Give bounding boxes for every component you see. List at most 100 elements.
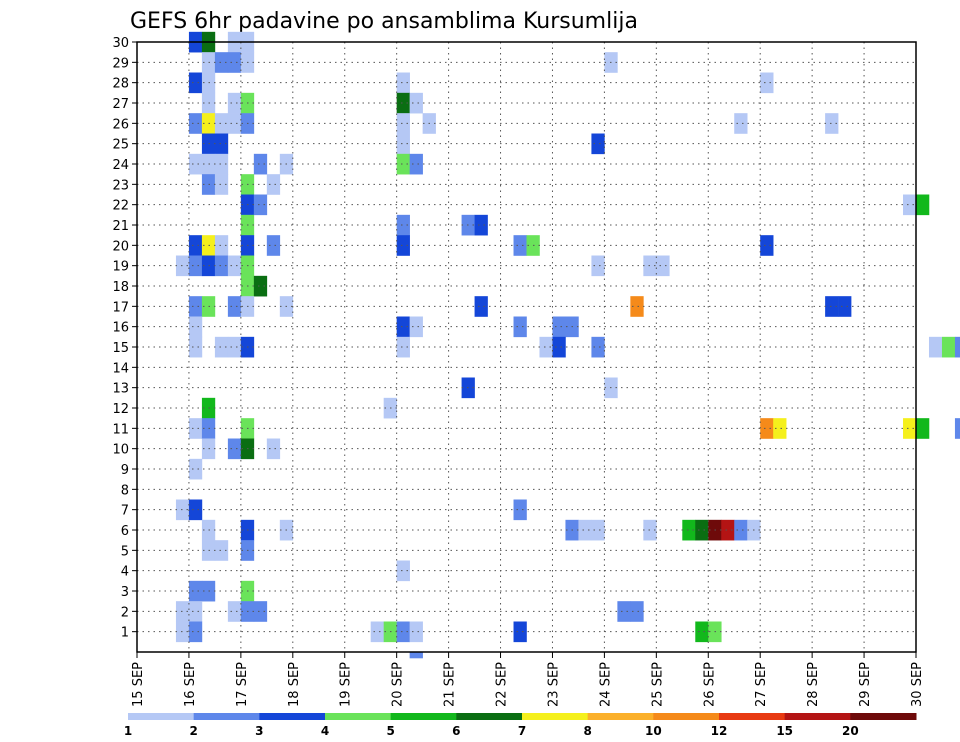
heatmap-cell — [396, 316, 410, 338]
x-tick-label: 26 SEP — [702, 662, 717, 707]
legend-label: 3 — [255, 724, 263, 738]
heatmap-cell — [552, 316, 566, 338]
legend-swatch — [719, 713, 786, 720]
heatmap-cell — [370, 621, 384, 643]
y-tick-label: 14 — [112, 361, 129, 376]
heatmap-cell — [903, 194, 917, 216]
heatmap-cell — [396, 235, 410, 256]
heatmap-cell — [513, 621, 527, 643]
heatmap-cell — [214, 174, 229, 195]
heatmap-cell — [227, 255, 242, 277]
heatmap-cell — [903, 418, 917, 439]
legend-label: 6 — [452, 724, 460, 738]
y-tick-label: 1 — [121, 626, 129, 641]
x-tick-label: 16 SEP — [183, 662, 198, 707]
y-tick-label: 15 — [112, 341, 129, 356]
legend-swatch — [653, 713, 720, 720]
legend-swatch — [850, 713, 917, 720]
heatmap-cell — [214, 255, 229, 277]
heatmap-cell — [188, 255, 203, 277]
heatmap-cell — [617, 601, 631, 622]
heatmap-cell — [188, 296, 203, 317]
legend-label: 2 — [189, 724, 197, 738]
legend-label: 10 — [645, 724, 662, 738]
heatmap-cell — [409, 621, 423, 643]
x-tick-label: 19 SEP — [339, 662, 354, 707]
heatmap-cell — [214, 133, 229, 155]
y-axis: 1234567891011121314151617181920212223242… — [112, 36, 137, 641]
x-tick-label: 18 SEP — [287, 662, 302, 707]
heatmap-cell — [396, 621, 410, 643]
x-tick-label: 24 SEP — [598, 662, 613, 707]
y-tick-label: 23 — [112, 178, 129, 193]
heatmap-cell — [188, 580, 203, 602]
heatmap-cells — [175, 31, 960, 659]
heatmap-cell — [175, 499, 190, 521]
heatmap-cell — [175, 621, 190, 643]
heatmap-cell — [227, 113, 242, 134]
legend-swatch — [522, 713, 589, 720]
x-axis: 15 SEP 16 SEP 17 SEP 18 SEP 19 SEP 20 SEP 21 S… — [131, 652, 925, 707]
legend-swatch — [390, 713, 457, 720]
heatmap-cell — [825, 113, 839, 134]
heatmap-cell — [539, 336, 553, 358]
y-tick-label: 2 — [121, 605, 129, 620]
heatmap-cell — [916, 194, 930, 216]
heatmap-cell — [188, 418, 203, 439]
heatmap-cell — [214, 235, 229, 256]
y-tick-label: 25 — [112, 138, 129, 153]
x-tick-label: 30 SEP — [910, 662, 925, 707]
y-tick-label: 5 — [121, 544, 129, 559]
legend-label: 4 — [321, 724, 329, 738]
heatmap-cell — [266, 438, 281, 460]
heatmap-cell — [760, 235, 774, 256]
heatmap-cell — [227, 92, 242, 114]
heatmap-cell — [253, 275, 268, 297]
heatmap-cell — [578, 519, 592, 541]
x-tick-label: 22 SEP — [495, 662, 510, 707]
heatmap-cell — [214, 52, 229, 73]
heatmap-cell — [695, 621, 709, 643]
heatmap-cell — [396, 113, 410, 134]
y-tick-label: 7 — [121, 504, 129, 519]
heatmap-cell — [253, 153, 268, 175]
y-tick-label: 27 — [112, 97, 129, 112]
heatmap-cell — [214, 540, 229, 561]
y-tick-label: 17 — [112, 300, 129, 315]
y-tick-label: 29 — [112, 56, 129, 71]
heatmap-cell — [954, 336, 960, 358]
heatmap-cell — [773, 418, 787, 439]
heatmap-cell — [227, 296, 242, 317]
legend-swatch — [128, 713, 195, 720]
heatmap-cell — [941, 336, 956, 358]
x-tick-label: 25 SEP — [650, 662, 665, 707]
x-tick-label: 15 SEP — [131, 662, 146, 707]
heatmap-cell — [188, 235, 203, 256]
heatmap-cell — [175, 255, 190, 277]
heatmap-cell — [513, 316, 527, 338]
heatmap-cell — [591, 255, 605, 277]
legend-label: 5 — [386, 724, 394, 738]
heatmap-cell — [409, 316, 423, 338]
heatmap-cell — [916, 418, 930, 439]
heatmap-cell — [227, 52, 242, 73]
heatmap-cell — [396, 133, 410, 155]
legend-label: 8 — [583, 724, 591, 738]
heatmap-cell — [175, 601, 190, 622]
y-tick-label: 24 — [112, 158, 129, 173]
x-tick-label: 28 SEP — [806, 662, 821, 707]
y-tick-label: 28 — [112, 77, 129, 92]
heatmap-cell — [214, 153, 229, 175]
heatmap-cell — [409, 652, 423, 659]
heatmap-cell — [214, 336, 229, 358]
heatmap-cell — [188, 336, 203, 358]
heatmap-cell — [409, 153, 423, 175]
heatmap-cell — [188, 621, 203, 643]
y-tick-label: 4 — [121, 565, 129, 580]
heatmap-cell — [734, 519, 748, 541]
heatmap-cell — [474, 296, 488, 317]
heatmap-cell — [954, 418, 960, 439]
y-tick-label: 26 — [112, 117, 129, 132]
heatmap-cell — [630, 601, 644, 622]
